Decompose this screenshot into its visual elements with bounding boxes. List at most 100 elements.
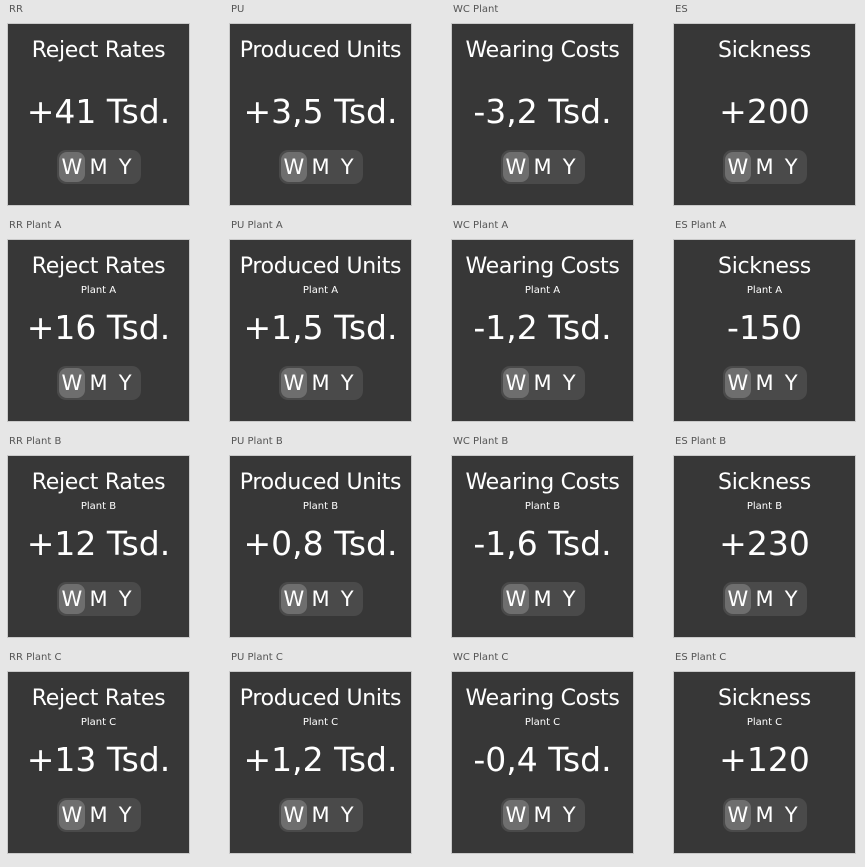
- toggle-w-button[interactable]: W: [502, 152, 530, 182]
- toggle-y-button[interactable]: Y: [784, 803, 798, 827]
- kpi-value: -0,4 Tsd.: [473, 740, 612, 779]
- kpi-card[interactable]: Sickness Plant C +120 W M Y: [673, 671, 856, 854]
- kpi-tile-pu: PU Produced Units +3,5 Tsd. W M Y: [229, 2, 412, 206]
- toggle-y-button[interactable]: Y: [784, 371, 798, 395]
- kpi-subtitle: Plant B: [524, 501, 561, 512]
- toggle-w-button[interactable]: W: [502, 800, 530, 830]
- toggle-w-button[interactable]: W: [724, 584, 752, 614]
- toggle-w-button[interactable]: W: [502, 584, 530, 614]
- toggle-m-button[interactable]: M: [533, 155, 552, 179]
- kpi-card[interactable]: Wearing Costs -3,2 Tsd. W M Y: [451, 23, 634, 206]
- toggle-m-button[interactable]: M: [311, 803, 330, 827]
- toggle-y-button[interactable]: Y: [118, 371, 132, 395]
- toggle-y-button[interactable]: Y: [340, 587, 354, 611]
- kpi-card[interactable]: Wearing Costs Plant C -0,4 Tsd. W M Y: [451, 671, 634, 854]
- toggle-m-button[interactable]: M: [89, 155, 108, 179]
- kpi-title: Sickness: [718, 686, 811, 711]
- toggle-y-button[interactable]: Y: [562, 587, 576, 611]
- toggle-m-button[interactable]: M: [89, 803, 108, 827]
- kpi-title: Produced Units: [239, 38, 402, 63]
- tile-label: ES Plant A: [675, 220, 727, 231]
- kpi-card[interactable]: Sickness Plant B +230 W M Y: [673, 455, 856, 638]
- kpi-tile-es-plant-b: ES Plant B Sickness Plant B +230 W M Y: [673, 434, 856, 638]
- kpi-tile-pu-plant-a: PU Plant A Produced Units Plant A +1,5 Tsd.…: [229, 218, 412, 422]
- toggle-m-button[interactable]: M: [755, 803, 774, 827]
- toggle-w-button[interactable]: W: [502, 368, 530, 398]
- toggle-w-button[interactable]: W: [280, 368, 308, 398]
- toggle-m-button[interactable]: M: [533, 587, 552, 611]
- tile-label: WC Plant A: [453, 220, 509, 231]
- toggle-w-button[interactable]: W: [280, 800, 308, 830]
- kpi-card[interactable]: Produced Units Plant B +0,8 Tsd. W M Y: [229, 455, 412, 638]
- toggle-m-button[interactable]: M: [533, 371, 552, 395]
- toggle-y-button[interactable]: Y: [340, 803, 354, 827]
- tile-label: ES: [675, 4, 688, 15]
- toggle-m-button[interactable]: M: [755, 155, 774, 179]
- toggle-y-button[interactable]: Y: [562, 803, 576, 827]
- toggle-y-button[interactable]: Y: [118, 587, 132, 611]
- kpi-card[interactable]: Sickness +200 W M Y: [673, 23, 856, 206]
- kpi-card[interactable]: Reject Rates +41 Tsd. W M Y: [7, 23, 190, 206]
- tile-label: PU Plant C: [231, 652, 283, 663]
- tile-label: RR Plant A: [9, 220, 62, 231]
- toggle-y-button[interactable]: Y: [118, 803, 132, 827]
- toggle-m-button[interactable]: M: [311, 155, 330, 179]
- kpi-value: +230: [719, 524, 810, 563]
- kpi-tile-es: ES Sickness +200 W M Y: [673, 2, 856, 206]
- toggle-y-button[interactable]: Y: [562, 371, 576, 395]
- toggle-y-button[interactable]: Y: [784, 587, 798, 611]
- toggle-y-button[interactable]: Y: [562, 155, 576, 179]
- toggle-m-button[interactable]: M: [89, 371, 108, 395]
- kpi-value: +12 Tsd.: [26, 524, 171, 563]
- kpi-card[interactable]: Wearing Costs Plant A -1,2 Tsd. W M Y: [451, 239, 634, 422]
- tile-label: RR: [9, 4, 23, 15]
- kpi-card[interactable]: Reject Rates Plant A +16 Tsd. W M Y: [7, 239, 190, 422]
- toggle-w-button[interactable]: W: [280, 152, 308, 182]
- kpi-tile-pu-plant-c: PU Plant C Produced Units Plant C +1,2 Tsd.…: [229, 650, 412, 854]
- kpi-card[interactable]: Produced Units +3,5 Tsd. W M Y: [229, 23, 412, 206]
- kpi-subtitle: Plant C: [524, 717, 561, 728]
- toggle-w-button[interactable]: W: [58, 152, 86, 182]
- kpi-tile-wc-plant-b: WC Plant B Wearing Costs Plant B -1,6 Tsd. W…: [451, 434, 634, 638]
- kpi-title: Sickness: [718, 254, 811, 279]
- toggle-w-button[interactable]: W: [724, 152, 752, 182]
- toggle-m-button[interactable]: M: [311, 587, 330, 611]
- kpi-title: Wearing Costs: [465, 254, 620, 279]
- kpi-value: +16 Tsd.: [26, 308, 171, 347]
- kpi-card[interactable]: Reject Rates Plant B +12 Tsd. W M Y: [7, 455, 190, 638]
- toggle-y-button[interactable]: Y: [340, 155, 354, 179]
- kpi-card[interactable]: Sickness Plant A -150 W M Y: [673, 239, 856, 422]
- toggle-w-button[interactable]: W: [724, 368, 752, 398]
- toggle-w-button[interactable]: W: [724, 800, 752, 830]
- toggle-w-button[interactable]: W: [58, 368, 86, 398]
- tile-label: RR Plant C: [9, 652, 62, 663]
- toggle-y-button[interactable]: Y: [118, 155, 132, 179]
- kpi-value: -150: [727, 308, 802, 347]
- toggle-y-button[interactable]: Y: [784, 155, 798, 179]
- kpi-card[interactable]: Produced Units Plant A +1,5 Tsd. W M Y: [229, 239, 412, 422]
- toggle-w-button[interactable]: W: [58, 800, 86, 830]
- kpi-value: +13 Tsd.: [26, 740, 171, 779]
- toggle-w-button[interactable]: W: [58, 584, 86, 614]
- tile-label: WC Plant: [453, 4, 499, 15]
- toggle-m-button[interactable]: M: [755, 371, 774, 395]
- kpi-tile-rr-plant-a: RR Plant A Reject Rates Plant A +16 Tsd. W M Y: [7, 218, 190, 422]
- kpi-card[interactable]: Reject Rates Plant C +13 Tsd. W M Y: [7, 671, 190, 854]
- tile-label: PU Plant A: [231, 220, 283, 231]
- toggle-m-button[interactable]: M: [533, 803, 552, 827]
- toggle-w-button[interactable]: W: [280, 584, 308, 614]
- kpi-subtitle: Plant B: [302, 501, 339, 512]
- toggle-m-button[interactable]: M: [311, 371, 330, 395]
- kpi-card[interactable]: Produced Units Plant C +1,2 Tsd. W M Y: [229, 671, 412, 854]
- tile-label: PU Plant B: [231, 436, 283, 447]
- kpi-card[interactable]: Wearing Costs Plant B -1,6 Tsd. W M Y: [451, 455, 634, 638]
- toggle-m-button[interactable]: M: [755, 587, 774, 611]
- toggle-y-button[interactable]: Y: [340, 371, 354, 395]
- toggle-m-button[interactable]: M: [89, 587, 108, 611]
